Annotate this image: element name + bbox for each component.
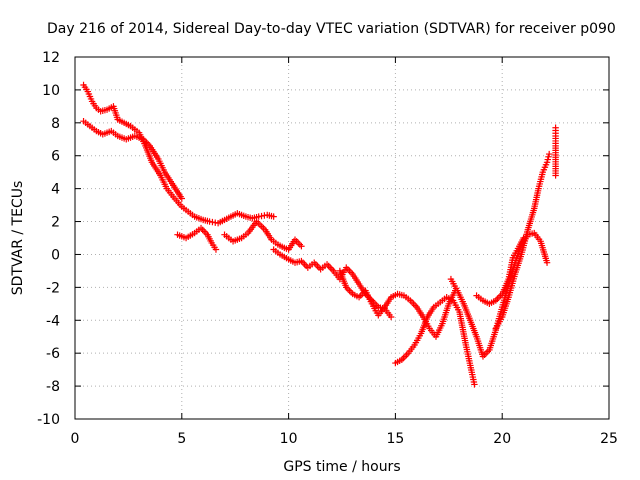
y-tick-label: -10 <box>37 412 60 428</box>
y-tick-label: -8 <box>46 379 60 395</box>
data-point-trace <box>545 153 552 161</box>
y-tick-label: 0 <box>51 247 60 263</box>
y-tick-label: 10 <box>42 83 60 99</box>
data-point <box>543 159 551 166</box>
plot-frame <box>74 56 610 420</box>
x-tick-label: 25 <box>600 431 618 447</box>
x-tick-label: 15 <box>386 431 404 447</box>
x-axis-label: GPS time / hours <box>283 459 400 475</box>
y-tick-label: -2 <box>46 280 60 296</box>
data-point <box>298 243 305 250</box>
data-point <box>543 259 551 266</box>
y-tick-label: 2 <box>51 215 60 231</box>
y-tick-label: -4 <box>46 313 60 329</box>
axis-ticks: 0 5 10 15 20 25 -10 -8 -6 -4 -2 0 2 4 6 8 10 12 <box>37 50 618 447</box>
x-tick-label: 10 <box>280 431 298 447</box>
data-point <box>270 213 277 220</box>
data-point <box>545 150 553 158</box>
data-point-trace <box>544 156 551 163</box>
x-tick-label: 0 <box>71 431 80 447</box>
y-tick-label: 6 <box>51 149 60 165</box>
chart-title: Day 216 of 2014, Sidereal Day-to-day VTE… <box>47 21 616 37</box>
data-point <box>178 195 185 202</box>
x-tick-label: 20 <box>493 431 511 447</box>
data-points <box>80 81 559 388</box>
data-point <box>471 381 478 388</box>
y-tick-label: -6 <box>46 346 60 362</box>
y-axis-label: SDTVAR / TECUs <box>10 181 26 296</box>
data-point <box>212 246 220 253</box>
data-point <box>387 313 395 321</box>
grid <box>75 57 609 419</box>
x-tick-label: 5 <box>177 431 186 447</box>
y-tick-label: 4 <box>51 182 60 198</box>
y-tick-label: 12 <box>42 50 60 66</box>
y-tick-label: 8 <box>51 116 60 132</box>
data-point <box>552 172 559 179</box>
